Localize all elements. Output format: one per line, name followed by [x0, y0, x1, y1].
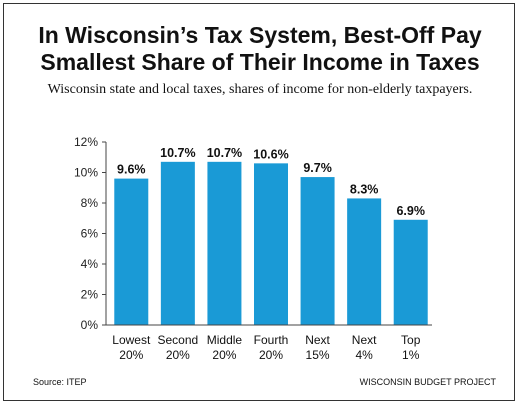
data-label: 9.6% [117, 163, 146, 177]
x-tick-label: 15% [306, 348, 330, 362]
chart-title-line-2: Smallest Share of Their Income in Taxes [40, 49, 480, 75]
chart-subtitle: Wisconsin state and local taxes, shares … [47, 82, 473, 97]
x-tick-label: 20% [259, 348, 283, 362]
x-tick-label: Fourth [254, 333, 289, 347]
source-note: Source: ITEP [33, 377, 87, 387]
y-tick-label: 0% [81, 318, 99, 332]
y-tick-label: 10% [74, 166, 98, 180]
x-tick-label: Middle [207, 333, 243, 347]
bar [114, 178, 149, 325]
y-tick-label: 2% [81, 288, 99, 302]
y-tick-label: 8% [81, 196, 99, 210]
data-label: 10.6% [253, 147, 288, 161]
bar [160, 161, 195, 325]
organization-name: WISCONSIN BUDGET PROJECT [359, 377, 496, 387]
x-tick-label: 20% [119, 348, 143, 362]
data-label: 8.3% [350, 182, 379, 196]
y-tick-label: 12% [74, 135, 98, 149]
data-label: 10.7% [160, 146, 195, 160]
bar [254, 163, 288, 325]
x-tick-label: 1% [402, 348, 420, 362]
x-tick-label: 20% [166, 348, 190, 362]
y-tick-label: 4% [81, 257, 99, 271]
x-tick-label: 20% [212, 348, 236, 362]
chart-title-line-1: In Wisconsin’s Tax System, Best-Off Pay [38, 22, 482, 48]
bar [207, 161, 242, 325]
data-label: 9.7% [303, 161, 332, 175]
data-label: 10.7% [207, 146, 242, 160]
chart-title: In Wisconsin’s Tax System, Best-Off Pay … [0, 22, 520, 76]
x-tick-label: Next [352, 333, 377, 347]
bar [347, 198, 382, 325]
x-tick-label: Next [305, 333, 330, 347]
data-label: 6.9% [396, 204, 425, 218]
bar [300, 177, 335, 325]
x-tick-label: Top [401, 333, 421, 347]
x-tick-label: Second [158, 333, 199, 347]
x-tick-label: Lowest [112, 333, 151, 347]
bar [393, 219, 428, 325]
y-tick-label: 6% [81, 227, 99, 241]
x-tick-label: 4% [355, 348, 373, 362]
